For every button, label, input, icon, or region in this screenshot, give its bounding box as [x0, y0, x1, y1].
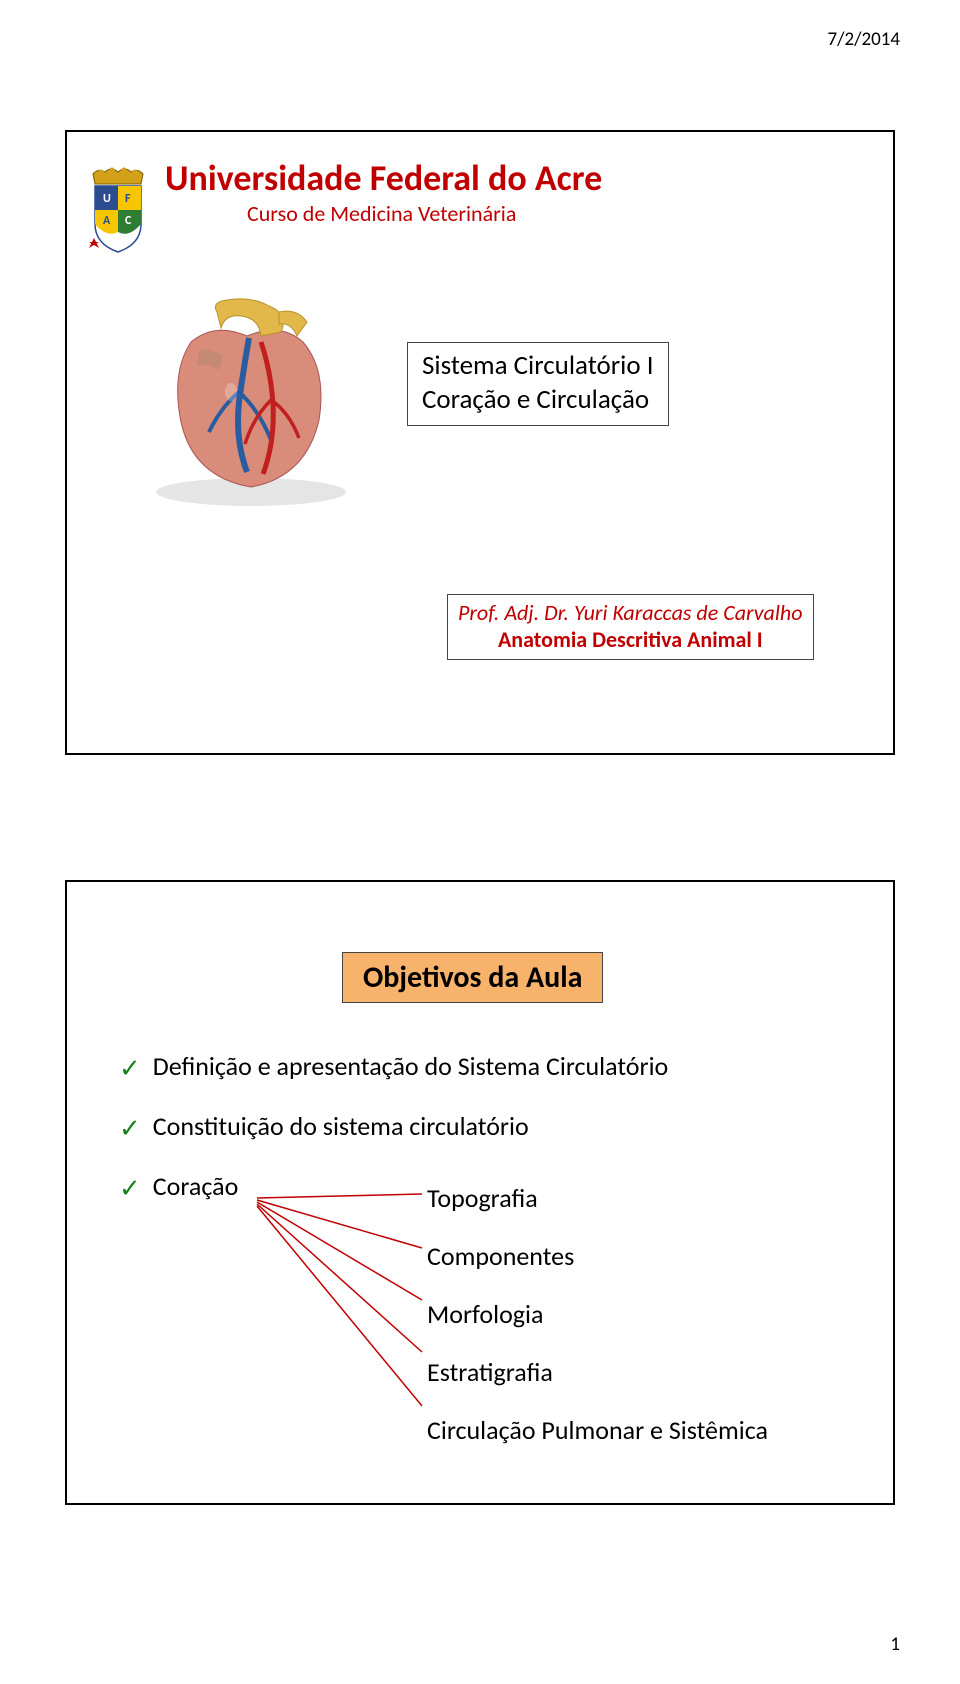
sublist-4: Estratigrafia: [427, 1356, 768, 1388]
sublist-2: Componentes: [427, 1240, 768, 1272]
subject-line-1: Sistema Circulatório I: [422, 349, 654, 383]
subject-line-2: Coração e Circulação: [422, 383, 654, 417]
check-icon: ✓: [119, 1112, 141, 1144]
university-logo: U F A C: [83, 166, 153, 256]
sublist-5: Circulação Pulmonar e Sistêmica: [427, 1414, 768, 1446]
discipline-name: Anatomia Descritiva Animal I: [458, 626, 803, 653]
professor-name: Prof. Adj. Dr. Yuri Karaccas de Carvalho: [458, 599, 803, 626]
objectives-title: Objetivos da Aula: [342, 952, 603, 1003]
sublist-1: Topografia: [427, 1182, 768, 1214]
check-icon: ✓: [119, 1052, 141, 1084]
page-number: 1: [890, 1633, 900, 1656]
svg-text:C: C: [125, 214, 132, 228]
svg-text:F: F: [125, 192, 131, 206]
slide-2: Objetivos da Aula ✓ Definição e apresent…: [65, 880, 895, 1505]
svg-text:U: U: [103, 192, 111, 206]
bullet-1: ✓ Definição e apresentação do Sistema Ci…: [119, 1050, 668, 1084]
sublist: Topografia Componentes Morfologia Estrat…: [427, 1182, 768, 1472]
university-title: Universidade Federal do Acre: [165, 160, 765, 198]
subject-box: Sistema Circulatório I Coração e Circula…: [407, 342, 669, 426]
check-icon: ✓: [119, 1172, 141, 1204]
bullet-1-text: Definição e apresentação do Sistema Circ…: [153, 1050, 668, 1082]
page-date: 7/2/2014: [828, 28, 900, 51]
slide-1: U F A C Universidade Federal do Acre Cur…: [65, 130, 895, 755]
professor-box: Prof. Adj. Dr. Yuri Karaccas de Carvalho…: [447, 594, 814, 660]
svg-text:A: A: [103, 214, 111, 228]
course-subtitle: Curso de Medicina Veterinária: [247, 200, 765, 227]
heart-model-image: [121, 292, 381, 512]
bullet-3-text: Coração: [153, 1170, 239, 1202]
title-block: Universidade Federal do Acre Curso de Me…: [165, 160, 765, 227]
bullet-2: ✓ Constituição do sistema circulatório: [119, 1110, 668, 1144]
bullet-2-text: Constituição do sistema circulatório: [153, 1110, 529, 1142]
sublist-3: Morfologia: [427, 1298, 768, 1330]
